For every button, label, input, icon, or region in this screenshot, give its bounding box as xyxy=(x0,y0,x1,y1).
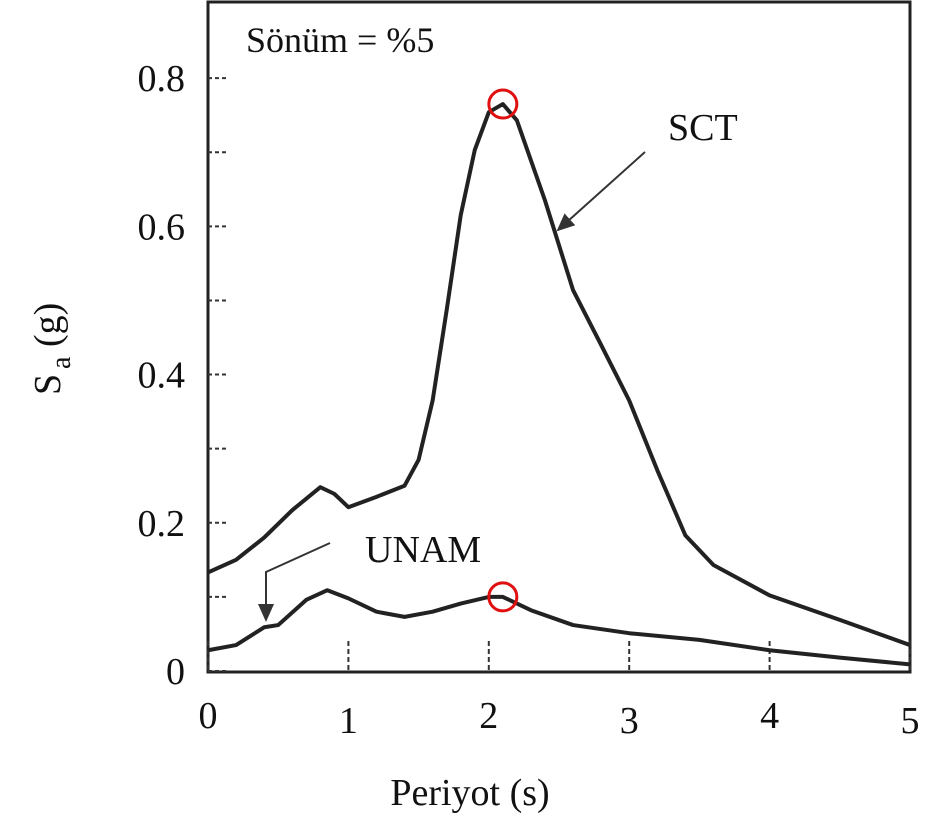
y-tick-label: 0.8 xyxy=(138,58,186,100)
series-line xyxy=(207,588,911,667)
plot-frame xyxy=(206,0,912,674)
series-label: SCT xyxy=(668,107,738,149)
y-tick-label: 0.6 xyxy=(138,206,186,248)
x-tick-label: 5 xyxy=(901,700,920,742)
x-tick-label: 3 xyxy=(620,700,639,742)
peak-marker xyxy=(487,88,519,120)
y-label-sub: a xyxy=(46,356,77,369)
y-label-unit: (g) xyxy=(27,303,69,347)
x-axis-label: Periyot (s) xyxy=(390,772,549,814)
annotation: Sönüm = %5 xyxy=(246,20,434,60)
x-tick-label: 2 xyxy=(479,695,498,737)
x-tick-label: 0 xyxy=(199,695,218,737)
series-label: UNAM xyxy=(365,529,481,571)
y-tick-label: 0.4 xyxy=(138,355,186,397)
sct-arrow xyxy=(556,151,646,232)
x-tick-label: 4 xyxy=(760,695,779,737)
peak-marker xyxy=(487,581,519,613)
series-line xyxy=(207,102,911,647)
x-tick-label: 1 xyxy=(339,700,358,742)
y-label-main: S xyxy=(27,374,69,395)
y-tick-label: 0 xyxy=(166,651,185,693)
y-tick-label: 0.2 xyxy=(138,503,186,545)
unam-arrow xyxy=(258,542,331,622)
y-axis-label: S a (g) xyxy=(27,303,77,395)
